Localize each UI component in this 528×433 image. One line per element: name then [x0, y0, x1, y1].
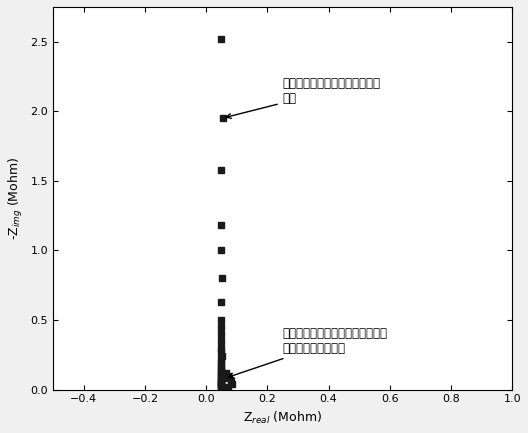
- X-axis label: Z$_{real}$ (Mohm): Z$_{real}$ (Mohm): [243, 410, 322, 426]
- Y-axis label: -Z$_{img}$ (Mohm): -Z$_{img}$ (Mohm): [7, 157, 25, 240]
- Text: 鉛直線はキャパシタンス挙動を
示す: 鉛直線はキャパシタンス挙動を 示す: [227, 77, 381, 118]
- Text: 高周波数における円弧はおそらく
カソード由来である: 高周波数における円弧はおそらく カソード由来である: [229, 327, 388, 378]
